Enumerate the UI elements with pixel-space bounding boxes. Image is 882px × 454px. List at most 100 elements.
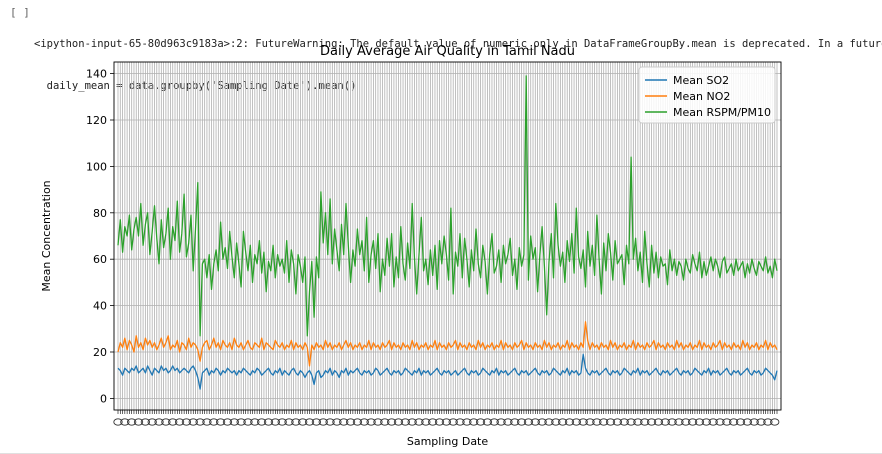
- x-tick-label: [592, 418, 602, 426]
- y-tick-label: 0: [100, 392, 107, 405]
- x-tick-label: [489, 418, 499, 426]
- x-tick-label: [503, 418, 513, 426]
- x-tick-label: [161, 418, 171, 426]
- chart-figure: 0 20 40 60 80 100 120 140 Daily Average Air Qual…: [34, 38, 814, 448]
- cell-prompt[interactable]: [ ]: [10, 6, 30, 19]
- x-tick-label: [380, 418, 390, 426]
- x-tick-label: [147, 418, 157, 426]
- x-tick-label: [701, 418, 711, 426]
- x-tick-label: [735, 418, 746, 426]
- x-tick-label: [475, 418, 486, 426]
- x-tick-label: [195, 418, 205, 426]
- x-tick-label: [133, 418, 144, 426]
- y-tick-label: 80: [93, 207, 107, 220]
- y-axis-label: Mean Concentration: [40, 180, 53, 291]
- y-tick-label: 20: [93, 346, 107, 359]
- x-tick-label: [729, 418, 739, 426]
- y-tick-label: 120: [86, 114, 107, 127]
- x-tick-label: [469, 418, 479, 426]
- x-tick-label: [154, 418, 164, 426]
- x-tick-label: [708, 418, 718, 426]
- x-tick-label: [325, 418, 335, 426]
- x-tick-label: [482, 418, 493, 426]
- x-tick-label: [277, 418, 287, 426]
- x-tick-label: [496, 418, 506, 426]
- x-tick-label: [332, 418, 342, 426]
- x-tick-label: [523, 418, 534, 426]
- x-tick-label: [407, 418, 417, 426]
- x-axis-label: Sampling Date: [407, 435, 489, 448]
- x-tick-label: [633, 418, 643, 426]
- x-tick-label: [530, 418, 540, 426]
- x-tick-label: [222, 418, 233, 426]
- x-tick-label: [393, 418, 404, 426]
- x-tick-label: [215, 418, 226, 426]
- x-tick-label: [612, 418, 623, 426]
- y-tick-label: 40: [93, 300, 107, 313]
- x-tick-label: [599, 418, 609, 426]
- x-tick-label: [434, 418, 445, 426]
- stderr-line-warning: <ipython-input-65-80d963c9183a>:2: Futur…: [34, 38, 882, 50]
- x-tick-label: [564, 418, 575, 426]
- x-tick-label: [626, 418, 636, 426]
- x-tick-label: [400, 418, 410, 426]
- x-tick-label: [270, 418, 280, 426]
- x-tick-label: [359, 418, 369, 426]
- x-tick-label: [619, 418, 629, 426]
- x-tick-label: [715, 418, 725, 426]
- x-tick-label: [373, 418, 383, 426]
- x-tick-label: [510, 418, 520, 426]
- x-tick-label: [558, 418, 568, 426]
- x-tick-label: [174, 418, 185, 426]
- x-tick-label: [544, 418, 554, 426]
- x-tick-label: [660, 418, 670, 426]
- x-tick-label: [291, 418, 301, 426]
- x-tick-label: [646, 418, 657, 426]
- x-tick-label: [250, 418, 260, 426]
- x-tick-label: [345, 418, 356, 426]
- legend-box: [638, 66, 776, 124]
- x-tick-label: [284, 418, 294, 426]
- x-tick-label: [551, 418, 561, 426]
- x-tick-label: [263, 418, 274, 426]
- x-tick-label: [318, 418, 328, 426]
- x-tick-label: [428, 418, 438, 426]
- x-tick-label: [640, 418, 650, 426]
- x-tick-label: [120, 418, 130, 426]
- x-tick-label: [243, 418, 253, 426]
- x-tick-label: [257, 418, 267, 426]
- x-tick-label: [694, 418, 705, 426]
- x-tick-label: [749, 418, 759, 426]
- x-tick-label: [667, 418, 677, 426]
- x-tick-label: [605, 418, 616, 426]
- x-tick-label: [722, 418, 732, 426]
- x-tick-label: [763, 418, 773, 426]
- plot-frame: [113, 61, 782, 411]
- chart-title: Daily Average Air Quality in Tamil Nadu: [320, 44, 575, 59]
- x-tick-label: [770, 418, 780, 426]
- x-tick-label: [421, 418, 431, 426]
- x-tick-label: [441, 418, 452, 426]
- legend-label-1: Mean NO2: [673, 90, 730, 103]
- x-tick-label: [571, 418, 581, 426]
- x-tick-label: [339, 418, 349, 426]
- x-tick-label: [298, 418, 308, 426]
- x-tick-label: [756, 418, 766, 426]
- x-tick-label: [168, 418, 178, 426]
- x-tick-label: [113, 418, 123, 426]
- legend-label-0: Mean SO2: [673, 74, 729, 87]
- x-tick-label: [585, 418, 595, 426]
- x-tick-label: [202, 418, 212, 426]
- x-tick-label: [674, 418, 684, 426]
- x-tick-label: [352, 418, 363, 426]
- x-tick-label: [181, 418, 192, 426]
- x-tick-label: [140, 418, 151, 426]
- x-tick-label: [127, 418, 137, 426]
- x-tick-label: [414, 418, 424, 426]
- x-tick-label: [311, 418, 322, 426]
- x-tick-label: [537, 418, 547, 426]
- x-tick-label: [209, 418, 219, 426]
- x-tick-label: [455, 418, 465, 426]
- x-tick-label: [742, 418, 753, 426]
- y-tick-label: 100: [86, 160, 107, 173]
